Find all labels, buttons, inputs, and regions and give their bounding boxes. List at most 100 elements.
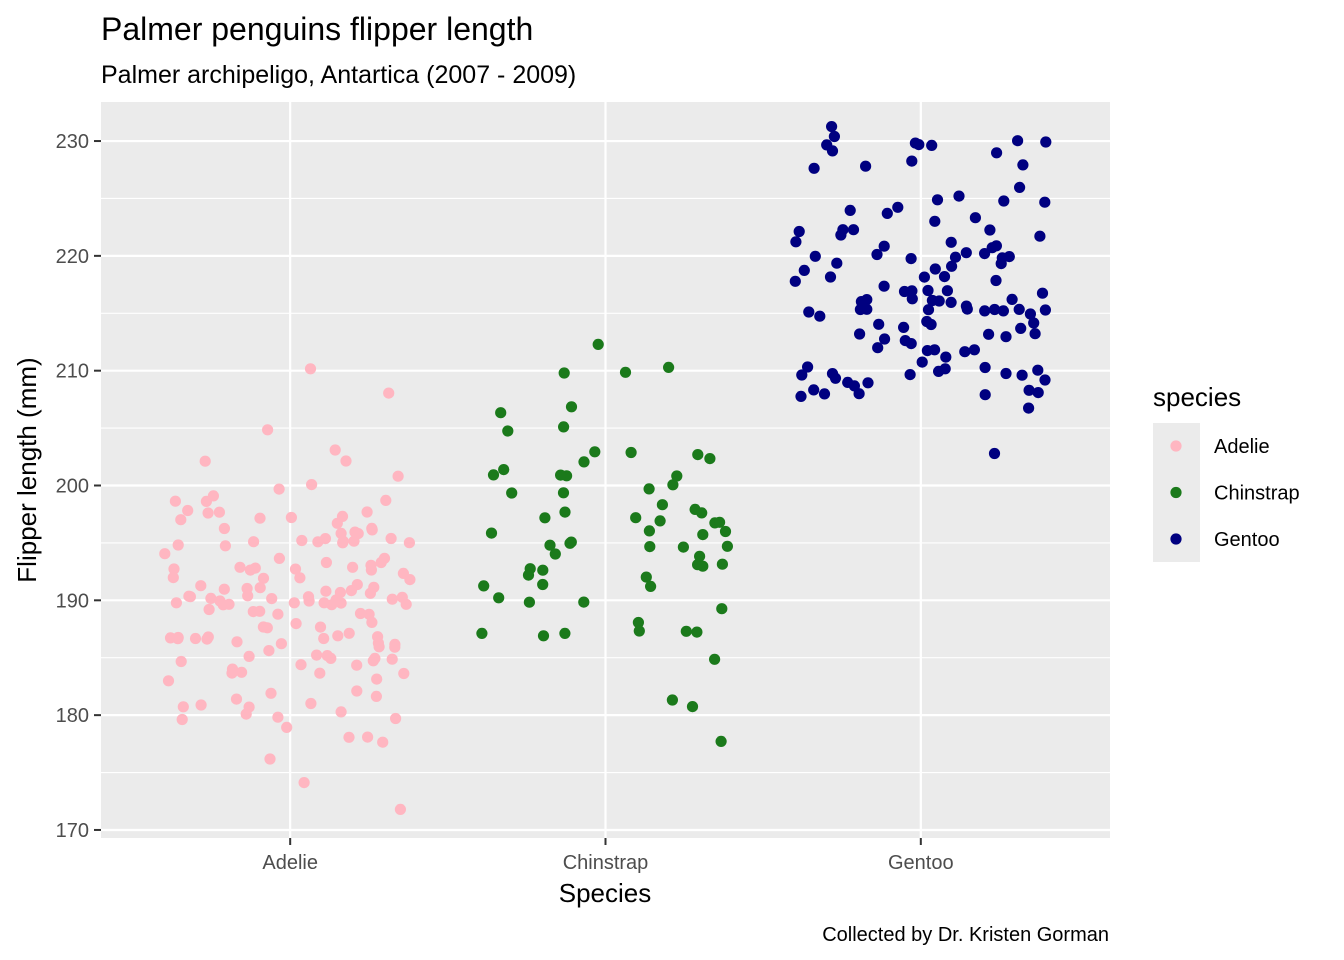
- data-point-adelie: [365, 564, 377, 576]
- data-point-chinstrap: [537, 630, 550, 642]
- data-point-adelie: [262, 424, 274, 436]
- data-point-adelie: [243, 701, 255, 713]
- data-point-gentoo: [925, 318, 937, 331]
- data-point-gentoo: [929, 215, 941, 227]
- data-point-chinstrap: [667, 479, 679, 491]
- data-point-gentoo: [873, 318, 885, 330]
- data-point-adelie: [345, 585, 357, 597]
- data-point-chinstrap: [565, 401, 578, 413]
- data-point-gentoo: [881, 207, 893, 219]
- data-point-chinstrap: [495, 407, 507, 419]
- data-point-gentoo: [798, 264, 810, 276]
- data-point-adelie: [175, 514, 187, 526]
- y-tick-label: 230: [56, 131, 89, 153]
- data-point-chinstrap: [592, 338, 604, 350]
- data-point-adelie: [248, 536, 260, 548]
- data-point-chinstrap: [506, 487, 518, 499]
- data-point-adelie: [175, 655, 187, 668]
- data-point-adelie: [319, 533, 331, 545]
- chart-subtitle: Palmer archipeligo, Antartica (2007 - 20…: [101, 61, 576, 89]
- data-point-adelie: [366, 616, 378, 629]
- data-point-chinstrap: [697, 560, 709, 572]
- data-point-gentoo: [913, 139, 925, 151]
- data-point-adelie: [371, 673, 383, 685]
- data-point-adelie: [223, 598, 235, 610]
- data-point-adelie: [195, 580, 207, 592]
- data-point-adelie: [234, 561, 246, 573]
- data-point-chinstrap: [696, 507, 708, 519]
- data-point-chinstrap: [619, 366, 632, 378]
- data-point-chinstrap: [716, 603, 728, 615]
- y-tick-label: 210: [56, 361, 89, 383]
- legend-key-gentoo: [1170, 533, 1182, 545]
- data-point-gentoo: [990, 240, 1003, 252]
- data-point-adelie: [367, 655, 379, 667]
- data-point-gentoo: [860, 160, 872, 172]
- data-point-adelie: [266, 593, 278, 605]
- data-point-gentoo: [979, 389, 991, 401]
- data-point-chinstrap: [633, 625, 645, 637]
- data-point-gentoo: [898, 285, 911, 298]
- data-point-chinstrap: [709, 653, 721, 665]
- data-point-chinstrap: [487, 469, 500, 481]
- data-point-adelie: [177, 701, 189, 713]
- data-point-chinstrap: [558, 367, 570, 379]
- data-point-gentoo: [1000, 367, 1012, 380]
- data-point-adelie: [202, 507, 214, 519]
- data-point-adelie: [182, 504, 194, 517]
- data-point-gentoo: [988, 447, 1001, 460]
- data-point-adelie: [189, 632, 202, 645]
- data-point-adelie: [236, 666, 248, 678]
- data-point-gentoo: [826, 121, 838, 133]
- data-point-adelie: [203, 603, 215, 616]
- data-point-adelie: [392, 470, 404, 482]
- data-point-adelie: [263, 645, 275, 657]
- data-point-adelie: [167, 572, 179, 584]
- data-point-adelie: [403, 537, 415, 549]
- data-point-gentoo: [1036, 287, 1049, 299]
- legend-label-chinstrap: Chinstrap: [1214, 483, 1300, 505]
- data-point-adelie: [398, 667, 410, 680]
- data-point-adelie: [351, 685, 363, 697]
- data-point-adelie: [199, 455, 211, 467]
- data-point-adelie: [314, 621, 327, 633]
- data-point-chinstrap: [656, 499, 669, 511]
- data-point-adelie: [219, 540, 231, 552]
- data-point-chinstrap: [485, 527, 498, 539]
- data-point-gentoo: [1017, 159, 1029, 171]
- data-point-adelie: [380, 494, 392, 506]
- data-point-chinstrap: [578, 456, 590, 468]
- data-point-gentoo: [1003, 251, 1015, 263]
- data-point-gentoo: [997, 305, 1010, 317]
- data-point-adelie: [169, 495, 181, 507]
- data-point-chinstrap: [677, 541, 690, 553]
- data-point-gentoo: [1034, 230, 1046, 242]
- y-tick-label: 170: [56, 820, 89, 842]
- data-point-adelie: [298, 777, 310, 789]
- data-point-gentoo: [842, 376, 854, 388]
- data-point-adelie: [354, 607, 367, 620]
- data-point-adelie: [383, 387, 395, 399]
- data-point-chinstrap: [692, 449, 704, 461]
- data-point-chinstrap: [589, 446, 601, 458]
- data-point-adelie: [195, 699, 207, 711]
- data-point-gentoo: [941, 285, 954, 297]
- data-point-chinstrap: [666, 694, 679, 706]
- data-point-gentoo: [979, 248, 991, 260]
- x-tick-label: Chinstrap: [563, 852, 649, 874]
- data-point-chinstrap: [558, 421, 570, 433]
- data-point-gentoo: [939, 363, 951, 375]
- data-point-adelie: [396, 591, 408, 603]
- data-point-chinstrap: [645, 580, 657, 593]
- data-point-adelie: [202, 631, 214, 643]
- data-point-gentoo: [1015, 322, 1027, 334]
- data-point-adelie: [288, 597, 300, 609]
- x-tick-label: Gentoo: [888, 852, 954, 874]
- data-point-gentoo: [1023, 384, 1035, 396]
- data-point-adelie: [162, 675, 175, 687]
- data-points: [159, 121, 1052, 816]
- data-point-adelie: [272, 711, 284, 723]
- data-point-adelie: [337, 537, 349, 549]
- data-point-gentoo: [796, 369, 808, 381]
